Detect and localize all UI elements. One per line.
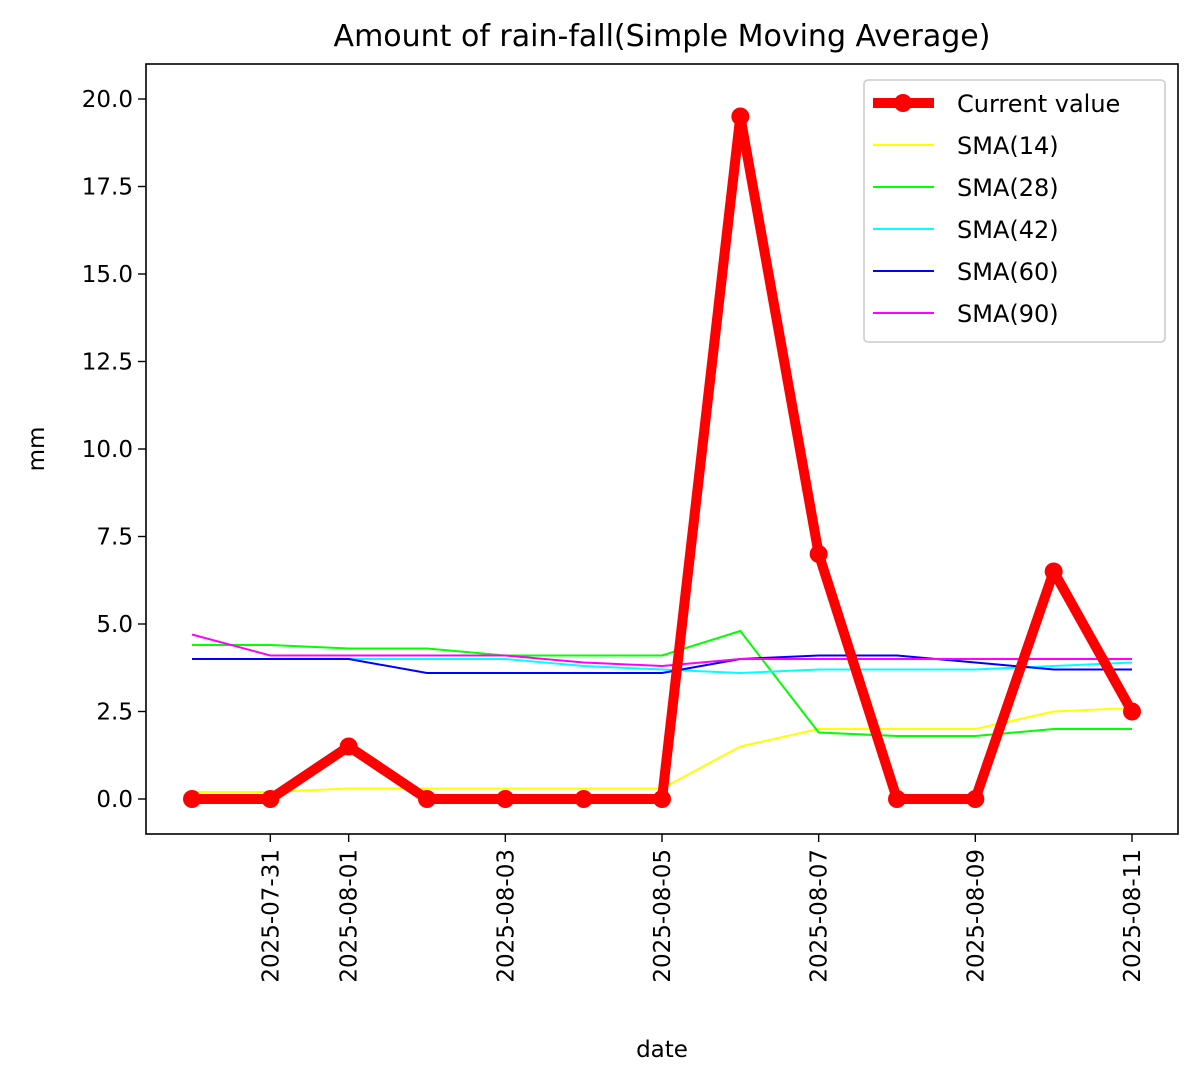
legend-marker (894, 94, 912, 112)
legend-label: SMA(14) (957, 132, 1059, 160)
legend-box (863, 79, 1166, 343)
x-axis-label: date (636, 1037, 688, 1063)
y-tick-label: 7.5 (96, 525, 133, 551)
data-point (1123, 702, 1141, 721)
x-tick-label: 2025-08-01 (337, 849, 363, 983)
y-tick-label: 20.0 (82, 87, 133, 113)
data-point (574, 790, 593, 808)
series-line-sma-28 (192, 630, 1132, 737)
data-point (1044, 562, 1063, 581)
chart-title: Amount of rain-fall(Simple Moving Averag… (334, 19, 991, 54)
data-point (496, 790, 515, 808)
data-point (183, 790, 201, 808)
series-line-sma-60 (192, 654, 1132, 674)
x-tick-label: 2025-08-09 (963, 849, 989, 983)
x-tick-label: 2025-08-07 (807, 849, 833, 983)
y-tick-label: 17.5 (82, 175, 133, 201)
data-point (418, 790, 436, 808)
y-axis-label: mm (24, 427, 50, 472)
y-tick-label: 5.0 (96, 612, 133, 638)
x-tick-label: 2025-07-31 (258, 849, 284, 983)
data-point (653, 790, 671, 808)
legend: Current value SMA(14) SMA(28) SMA(42) SMA(60… (863, 79, 1166, 343)
legend-label: SMA(42) (957, 216, 1059, 244)
x-tick-label: 2025-08-03 (493, 849, 519, 983)
legend-label: SMA(60) (957, 258, 1059, 286)
y-tick-label: 2.5 (96, 700, 133, 726)
data-point (809, 545, 828, 563)
y-tick-label: 12.5 (82, 350, 133, 376)
data-point (339, 737, 358, 756)
data-point (966, 790, 985, 808)
data-point (888, 790, 906, 808)
y-tick-label: 15.0 (82, 262, 133, 288)
data-point (261, 790, 280, 808)
x-tick-label: 2025-08-11 (1120, 849, 1146, 983)
legend-label: Current value (957, 90, 1120, 118)
x-tick-label: 2025-08-05 (650, 849, 676, 983)
legend-label: SMA(90) (957, 300, 1059, 328)
legend-label: SMA(28) (957, 174, 1059, 202)
data-point (731, 107, 750, 126)
y-tick-label: 0.0 (96, 787, 133, 813)
series-line-sma-90 (191, 633, 1132, 667)
y-tick-label: 10.0 (82, 437, 133, 463)
